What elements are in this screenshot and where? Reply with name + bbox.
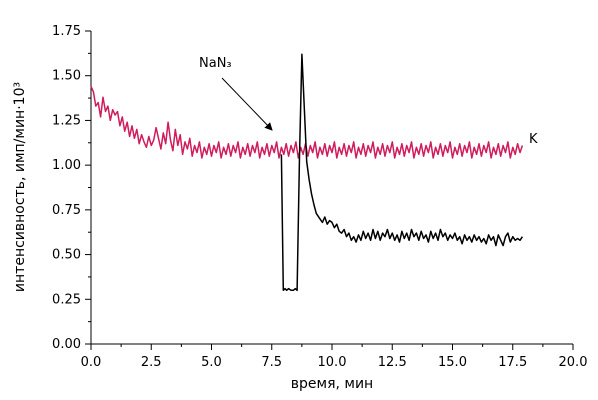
- x-tick-label: 15.0: [438, 355, 467, 370]
- y-ticks: 0.00 0.25 0.50 0.75 1.00 1.25 1.50 1.75: [52, 24, 91, 352]
- x-tick-label: 20.0: [559, 355, 588, 370]
- x-ticks: 0.0 2.5 5.0 7.5 10.0 12.5 15.0 17.5 20.0: [81, 344, 588, 370]
- y-tick-label: 1.50: [52, 69, 81, 84]
- y-axis-title: интенсивность, имп/мин·10³: [12, 82, 28, 292]
- x-tick-label: 0.0: [81, 355, 102, 370]
- y-tick-label: 1.25: [52, 113, 81, 128]
- plot-area: 0.0 2.5 5.0 7.5 10.0 12.5 15.0 17.5 20.0 0.00 0.2…: [52, 24, 587, 370]
- nan3-annotation-label: NaN₃: [199, 56, 232, 71]
- series-layer: [90, 53, 524, 292]
- y-tick-label: 0.50: [52, 248, 81, 263]
- x-tick-label: 17.5: [498, 355, 527, 370]
- x-tick-label: 12.5: [378, 355, 407, 370]
- series-k-label: K: [529, 132, 538, 147]
- series-line-nan3: [280, 53, 524, 292]
- x-tick-label: 10.0: [318, 355, 347, 370]
- nan3-annotation: NaN₃: [199, 56, 273, 131]
- x-axis-title: время, мин: [291, 376, 373, 392]
- y-tick-label: 0.75: [52, 203, 81, 218]
- nan3-annotation-arrow: [221, 77, 273, 131]
- y-tick-label: 0.25: [52, 292, 81, 307]
- x-tick-label: 2.5: [141, 355, 162, 370]
- y-tick-label: 1.75: [52, 24, 81, 39]
- y-tick-label: 1.00: [52, 158, 81, 173]
- x-tick-label: 5.0: [201, 355, 222, 370]
- y-tick-label: 0.00: [52, 337, 81, 352]
- x-tick-label: 7.5: [261, 355, 282, 370]
